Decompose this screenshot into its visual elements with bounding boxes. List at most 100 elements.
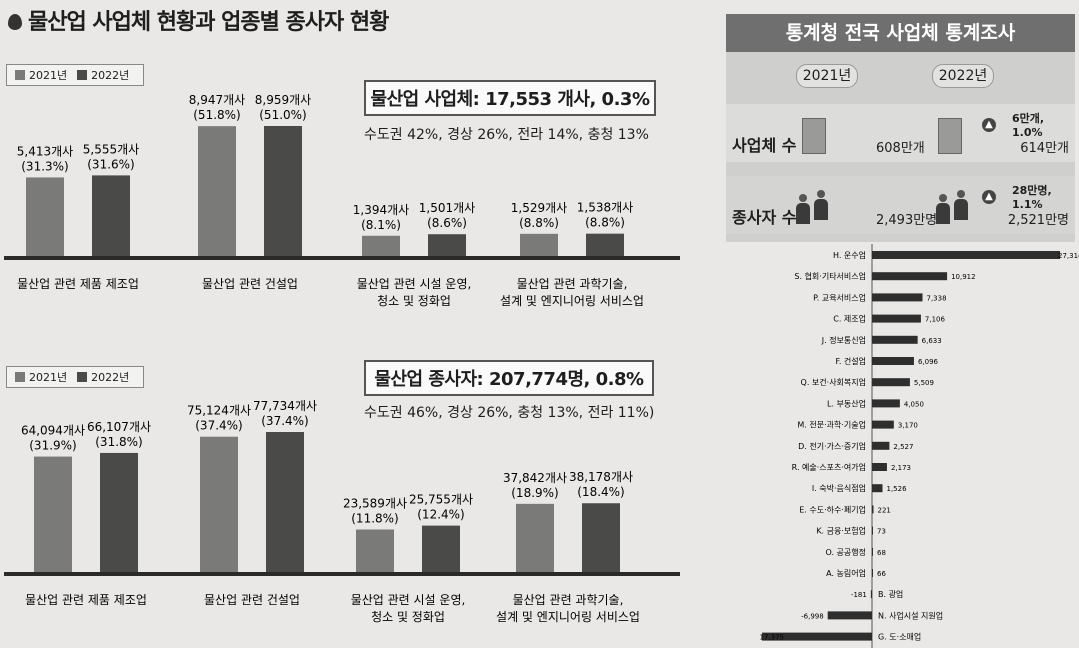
legend-swatch-2022	[77, 372, 88, 382]
person-icon	[796, 194, 810, 224]
industry-bar	[872, 251, 1060, 259]
industry-bar	[872, 335, 918, 344]
industry-value: 7,106	[925, 316, 946, 324]
industry-value: 3,170	[898, 422, 918, 430]
page-title: 물산업 사업체 현황과 업종별 종사자 현황	[8, 4, 389, 36]
value-label: 64,094개사	[21, 424, 85, 438]
industry-value: 73	[877, 528, 886, 536]
stats-year-2021: 2021년	[796, 64, 858, 88]
category-label: 물산업 관련 과학기술,	[517, 277, 628, 291]
value-label: 1,394개사	[353, 203, 409, 217]
up-arrow-icon: ▲	[982, 190, 996, 204]
industry-bar	[870, 590, 872, 599]
stats-employee-label: 종사자 수	[732, 208, 797, 227]
share-label: (37.4%)	[195, 419, 242, 433]
value-label: 25,755개사	[409, 493, 473, 507]
industry-value: 10,912	[951, 273, 976, 281]
industry-label: K. 금융·보험업	[816, 527, 866, 536]
value-label: 23,589개사	[343, 497, 407, 511]
industry-bar	[872, 526, 873, 535]
industry-value: 221	[878, 506, 891, 514]
value-label: 5,413개사	[17, 144, 73, 158]
baseline	[4, 256, 680, 260]
industry-value: 4,050	[904, 400, 924, 408]
value-label: 38,178개사	[569, 470, 633, 484]
category-label: 물산업 관련 시설 운영,	[351, 593, 466, 607]
stats-business-change: 6만개, 1.0%	[1012, 112, 1045, 139]
industry-label: D. 전기·가스·증기업	[798, 441, 866, 451]
share-label: (31.3%)	[21, 159, 68, 173]
industry-bar	[872, 441, 890, 450]
industry-bar	[762, 632, 872, 641]
bar-2021	[356, 529, 394, 572]
employee-summary-box: 물산업 종사자: 207,774명, 0.8%	[364, 360, 654, 396]
industry-label: R. 예술·스포츠·여가업	[792, 462, 866, 472]
bar-2022	[266, 432, 304, 572]
bar-2021	[200, 436, 238, 572]
value-label: 1,529개사	[511, 201, 567, 215]
industry-value: 2,173	[891, 464, 911, 472]
bar-2022	[582, 503, 620, 572]
business-region-share: 수도권 42%, 경상 26%, 전라 14%, 충청 13%	[364, 127, 649, 143]
stats-business-2021: 608만개	[876, 141, 925, 156]
industry-label: O. 공공행정	[826, 547, 867, 557]
industry-value: 7,338	[927, 294, 947, 302]
share-label: (8.8%)	[519, 216, 559, 230]
stats-year-2022: 2022년	[932, 64, 994, 88]
stats-header: 통계청 전국 사업체 통계조사	[726, 14, 1075, 52]
legend-bottom: 2021년 2022년	[6, 366, 144, 388]
industry-value: 5,509	[914, 379, 934, 387]
share-label: (31.8%)	[95, 435, 142, 449]
value-label: 1,501개사	[419, 201, 475, 215]
stats-employee-row: 종사자 수 ▲ 28만명, 1.1% 2,493만명 2,521만명	[726, 176, 1075, 234]
category-label: 물산업 관련 제품 제조업	[25, 593, 147, 607]
stats-business-2022: 614만개	[1020, 141, 1069, 156]
industry-change-chart: H. 운수업 27,314 S. 협회·기타서비스업 10,912 P. 교육서비스업 7…	[760, 244, 1079, 648]
industry-label: C. 제조업	[833, 315, 866, 324]
category-label: 물산업 관련 시설 운영,	[357, 277, 472, 291]
industry-bar	[872, 314, 921, 323]
industry-label: N. 사업시설 지원업	[878, 610, 943, 620]
bar-2021	[26, 177, 64, 256]
share-label: (8.1%)	[361, 218, 401, 232]
baseline	[4, 572, 680, 576]
industry-bar	[872, 420, 894, 429]
legend-top: 2021년 2022년	[6, 64, 144, 86]
industry-bar	[872, 272, 948, 281]
bar-2021	[362, 235, 400, 256]
bar-2021	[198, 126, 236, 256]
legend-item-2022: 2022년	[77, 67, 129, 83]
national-stats-panel: 통계청 전국 사업체 통계조사 2021년 2022년 사업체 수 ▲ 6만개,…	[726, 14, 1075, 242]
category-label: 설계 및 엔지니어링 서비스업	[496, 610, 640, 624]
bar-2022	[428, 234, 466, 256]
category-label: 물산업 관련 건설업	[204, 593, 300, 607]
industry-bar	[872, 293, 923, 302]
industry-bar	[872, 399, 900, 408]
share-label: (18.4%)	[577, 485, 624, 499]
share-label: (8.8%)	[585, 216, 625, 230]
value-label: 1,538개사	[577, 201, 633, 215]
industry-value: -6,998	[801, 612, 824, 620]
person-icon	[954, 190, 968, 220]
share-label: (51.8%)	[193, 108, 240, 122]
stats-employee-2022: 2,521만명	[1007, 213, 1069, 228]
industry-label: Q. 보건·사회복지업	[801, 377, 866, 387]
legend-item-2022: 2022년	[77, 369, 129, 385]
bar-2021	[516, 503, 554, 572]
industry-value: 27,314	[1058, 252, 1079, 260]
category-label: 설계 및 엔지니어링 서비스업	[500, 294, 644, 308]
category-label: 청소 및 정화업	[371, 610, 445, 624]
industry-label: G. 도·소매업	[878, 633, 921, 642]
share-label: (31.9%)	[29, 439, 76, 453]
bar-2022	[422, 525, 460, 572]
industry-label: B. 광업	[878, 589, 903, 599]
category-label: 물산업 관련 건설업	[202, 277, 298, 291]
bar-2021	[520, 233, 558, 256]
share-label: (8.6%)	[427, 216, 467, 230]
drop-icon	[8, 14, 22, 30]
building-icon	[802, 118, 826, 154]
category-label: 물산업 관련 과학기술,	[513, 593, 624, 607]
industry-bar	[872, 357, 914, 365]
up-arrow-icon: ▲	[982, 118, 996, 132]
industry-label: L. 부동산업	[827, 398, 866, 408]
